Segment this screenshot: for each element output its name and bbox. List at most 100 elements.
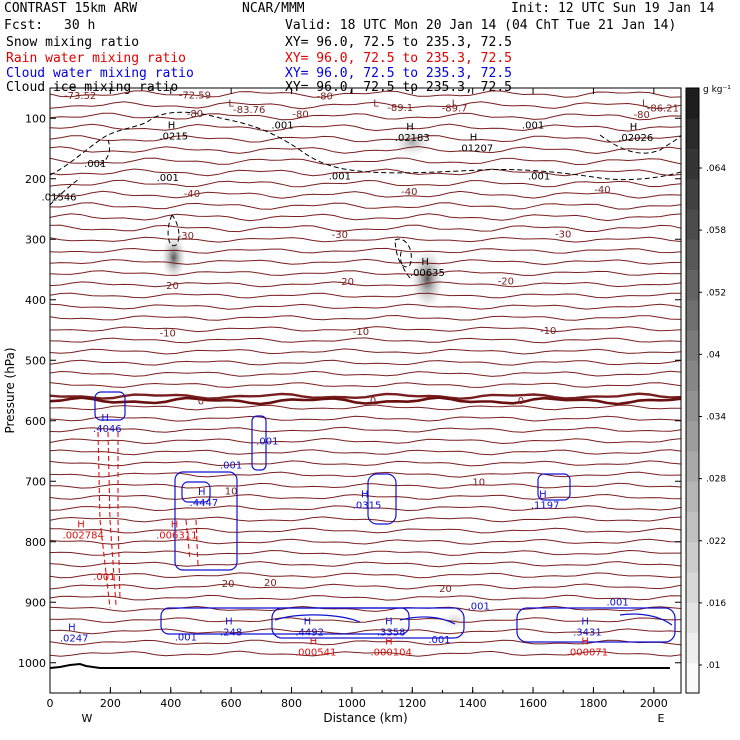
isotherm-line xyxy=(50,415,681,422)
isotherm-line xyxy=(50,482,681,489)
isotherm-line xyxy=(50,326,681,333)
field-xy-rain: XY= 96.0, 72.5 to 235.3, 72.5 xyxy=(285,51,512,66)
cloud-water-max-label-h-marker: H xyxy=(225,617,233,628)
cloud-ice-max-label-h-marker: H xyxy=(168,120,176,131)
rain-contour xyxy=(185,519,191,561)
colorbar-swatch xyxy=(686,390,699,422)
y-tick-label: 1000 xyxy=(18,657,46,670)
isotherm-line xyxy=(50,292,681,299)
x-tick-label: 1000 xyxy=(338,697,366,710)
colorbar-swatch xyxy=(686,662,699,694)
cloud-ice-label: .001 xyxy=(157,173,179,184)
cloud-ice-max-label: .0215 xyxy=(159,131,188,142)
colorbar-swatch xyxy=(686,451,699,482)
snow-low-label: L xyxy=(228,99,234,110)
cloud-water-contour xyxy=(399,616,456,625)
temperature-label: -80 xyxy=(317,91,333,102)
colorbar-tick-label: .01 xyxy=(706,661,720,671)
temperature-label: 20 xyxy=(439,584,452,595)
y-tick-label: 100 xyxy=(25,112,46,125)
rain-max-label: .000541 xyxy=(295,647,336,658)
isotherm-line xyxy=(50,157,681,166)
cloud-ice-max-label-h-marker: H xyxy=(470,133,478,144)
valid-time: Valid: 18 UTC Mon 20 Jan 14 (04 ChT Tue … xyxy=(285,18,677,33)
cloud-ice-label: .001 xyxy=(329,171,351,182)
snow-shade-blob xyxy=(161,235,186,280)
temperature-label: 20 xyxy=(222,579,235,590)
colorbar-tick-label: .058 xyxy=(706,226,726,236)
cloud-water-max-label-h-marker: H xyxy=(68,623,76,634)
colorbar-swatch xyxy=(686,481,699,512)
x-tick-label: 400 xyxy=(160,697,181,710)
cloud-ice-label: .001 xyxy=(271,121,293,132)
colorbar-tick-label: .016 xyxy=(706,599,726,609)
colorbar-swatch xyxy=(686,178,699,210)
colorbar-swatch xyxy=(686,88,699,119)
rain-contour xyxy=(107,431,117,606)
isotherm-line xyxy=(50,549,681,556)
cloud-water-contours xyxy=(94,391,676,643)
fcst-value: 30 h xyxy=(64,18,96,33)
x-tick-label: 800 xyxy=(281,697,302,710)
x-axis-label: Distance (km) xyxy=(323,711,407,725)
isotherm-line xyxy=(50,190,681,199)
y-tick-label: 600 xyxy=(25,415,46,428)
temperature-label: -40 xyxy=(184,189,200,200)
isotherm-line xyxy=(50,247,681,254)
colorbar-swatch xyxy=(686,572,699,603)
x-end-label-east: E xyxy=(658,712,665,725)
cloud-ice-contour xyxy=(50,177,81,206)
cloud-water-contour xyxy=(367,473,397,525)
cloud-water-max-label: .4046 xyxy=(93,424,122,435)
colorbar-swatch xyxy=(686,330,699,361)
temperature-contours xyxy=(50,90,681,657)
cloud-water-contour xyxy=(251,415,267,471)
colorbar-tick-label: .022 xyxy=(706,537,726,547)
field-name-rain: Rain water mixing ratio xyxy=(6,51,187,66)
colorbar-swatch xyxy=(686,209,699,240)
isotherm-line xyxy=(50,112,681,121)
isotherm-line xyxy=(50,605,681,612)
y-tick-label: 200 xyxy=(25,173,46,186)
cloud-ice-contour xyxy=(399,249,411,279)
y-tick-label: 900 xyxy=(25,596,46,609)
y-tick-label: 300 xyxy=(25,233,46,246)
isotherm-line xyxy=(50,337,681,344)
y-axis-label: Pressure (hPa) xyxy=(3,347,17,433)
terrain-line xyxy=(50,662,670,669)
isotherm-line xyxy=(50,303,681,310)
rain-label: .001 xyxy=(93,572,115,583)
snow-shade-blob xyxy=(392,128,433,157)
isotherm-line xyxy=(50,594,681,601)
rain-max-label-h-marker: H xyxy=(77,520,85,531)
colorbar-swatch xyxy=(686,299,699,331)
temperature-label: -20 xyxy=(498,277,514,288)
cloud-water-max-label: .248 xyxy=(220,628,242,639)
rain-max-label-h-marker: H xyxy=(310,636,318,647)
isotherm-line xyxy=(50,392,681,400)
isotherm-line xyxy=(50,348,681,355)
temperature-label: -83.76 xyxy=(233,105,265,116)
isotherm-line xyxy=(50,135,681,143)
cloud-water-contour xyxy=(537,473,571,501)
isotherm-line xyxy=(50,516,681,523)
isotherm-line xyxy=(50,236,681,243)
field-xy-cloud-water: XY= 96.0, 72.5 to 235.3, 72.5 xyxy=(285,66,512,81)
cloud-water-max-label: .3431 xyxy=(573,628,602,639)
rain-max-label-h-marker: H xyxy=(385,636,393,647)
isotherm-line xyxy=(50,404,681,411)
cloud-water-label: .001 xyxy=(175,632,197,643)
temperature-label: -30 xyxy=(555,229,571,240)
temperature-label: 0 xyxy=(370,396,376,407)
isotherm-line xyxy=(50,270,681,276)
fcst-label: Fcst: xyxy=(4,18,44,33)
x-tick-label: 200 xyxy=(100,697,121,710)
field-name-snow: Snow mixing ratio xyxy=(6,35,140,50)
colorbar-swatch xyxy=(686,239,699,270)
cloud-water-max-label-h-marker: H xyxy=(581,617,589,628)
rain-max-label: .002784 xyxy=(63,531,104,542)
rain-contour xyxy=(117,432,121,601)
cloud-water-max-label-h-marker: H xyxy=(101,413,109,424)
temperature-label: -80 xyxy=(634,110,650,121)
colorbar-swatch xyxy=(686,269,699,301)
